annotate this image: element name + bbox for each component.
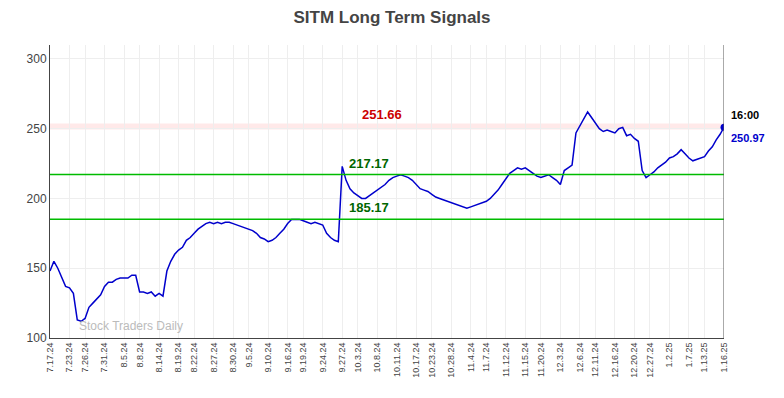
svg-text:8.27.24: 8.27.24 [209,343,219,373]
svg-text:8.30.24: 8.30.24 [228,343,238,373]
svg-text:9.19.24: 9.19.24 [298,343,308,373]
svg-text:10.3.24: 10.3.24 [353,343,363,373]
svg-text:251.66: 251.66 [362,107,402,122]
svg-text:1.7.25: 1.7.25 [684,343,694,368]
svg-text:11.7.24: 11.7.24 [481,343,491,372]
svg-text:9.5.24: 9.5.24 [244,343,254,368]
svg-text:8.8.24: 8.8.24 [135,343,145,368]
svg-text:8.5.24: 8.5.24 [119,343,129,368]
svg-text:10.23.24: 10.23.24 [427,343,437,378]
svg-text:250: 250 [27,122,47,136]
svg-text:1.2.25: 1.2.25 [664,343,674,368]
svg-text:12.3.24: 12.3.24 [555,343,565,373]
svg-text:7.17.24: 7.17.24 [45,343,55,373]
svg-text:9.16.24: 9.16.24 [283,343,293,373]
svg-text:200: 200 [27,192,47,206]
svg-text:7.23.24: 7.23.24 [64,343,74,373]
svg-text:SITM Long Term Signals: SITM Long Term Signals [293,8,490,27]
svg-text:7.26.24: 7.26.24 [80,343,90,373]
svg-text:100: 100 [27,331,47,345]
svg-text:7.31.24: 7.31.24 [99,343,109,373]
svg-text:12.20.24: 12.20.24 [629,343,639,378]
svg-text:9.24.24: 9.24.24 [318,343,328,373]
svg-text:9.27.24: 9.27.24 [337,343,347,373]
svg-text:185.17: 185.17 [349,200,389,215]
svg-text:10.17.24: 10.17.24 [411,343,421,378]
svg-text:11.20.24: 11.20.24 [536,343,546,377]
svg-text:8.22.24: 8.22.24 [189,343,199,373]
svg-text:1.13.25: 1.13.25 [699,343,709,373]
svg-text:11.4.24: 11.4.24 [466,343,476,372]
svg-text:217.17: 217.17 [349,156,389,171]
svg-text:8.14.24: 8.14.24 [154,343,164,373]
svg-text:11.15.24: 11.15.24 [520,343,530,377]
svg-text:12.16.24: 12.16.24 [610,343,620,378]
svg-text:9.10.24: 9.10.24 [263,343,273,373]
svg-text:12.27.24: 12.27.24 [645,343,655,378]
svg-text:10.8.24: 10.8.24 [372,343,382,373]
svg-text:250.97: 250.97 [731,132,765,144]
svg-text:16:00: 16:00 [731,109,759,121]
svg-text:Stock Traders Daily: Stock Traders Daily [79,319,183,333]
svg-text:10.28.24: 10.28.24 [446,343,456,378]
svg-text:300: 300 [27,52,47,66]
svg-text:150: 150 [27,261,47,275]
svg-text:10.11.24: 10.11.24 [392,343,402,377]
svg-text:1.16.25: 1.16.25 [719,343,729,373]
svg-text:12.11.24: 12.11.24 [590,343,600,377]
svg-text:12.6.24: 12.6.24 [575,343,585,373]
svg-text:11.12.24: 11.12.24 [501,343,511,377]
svg-text:8.19.24: 8.19.24 [173,343,183,373]
